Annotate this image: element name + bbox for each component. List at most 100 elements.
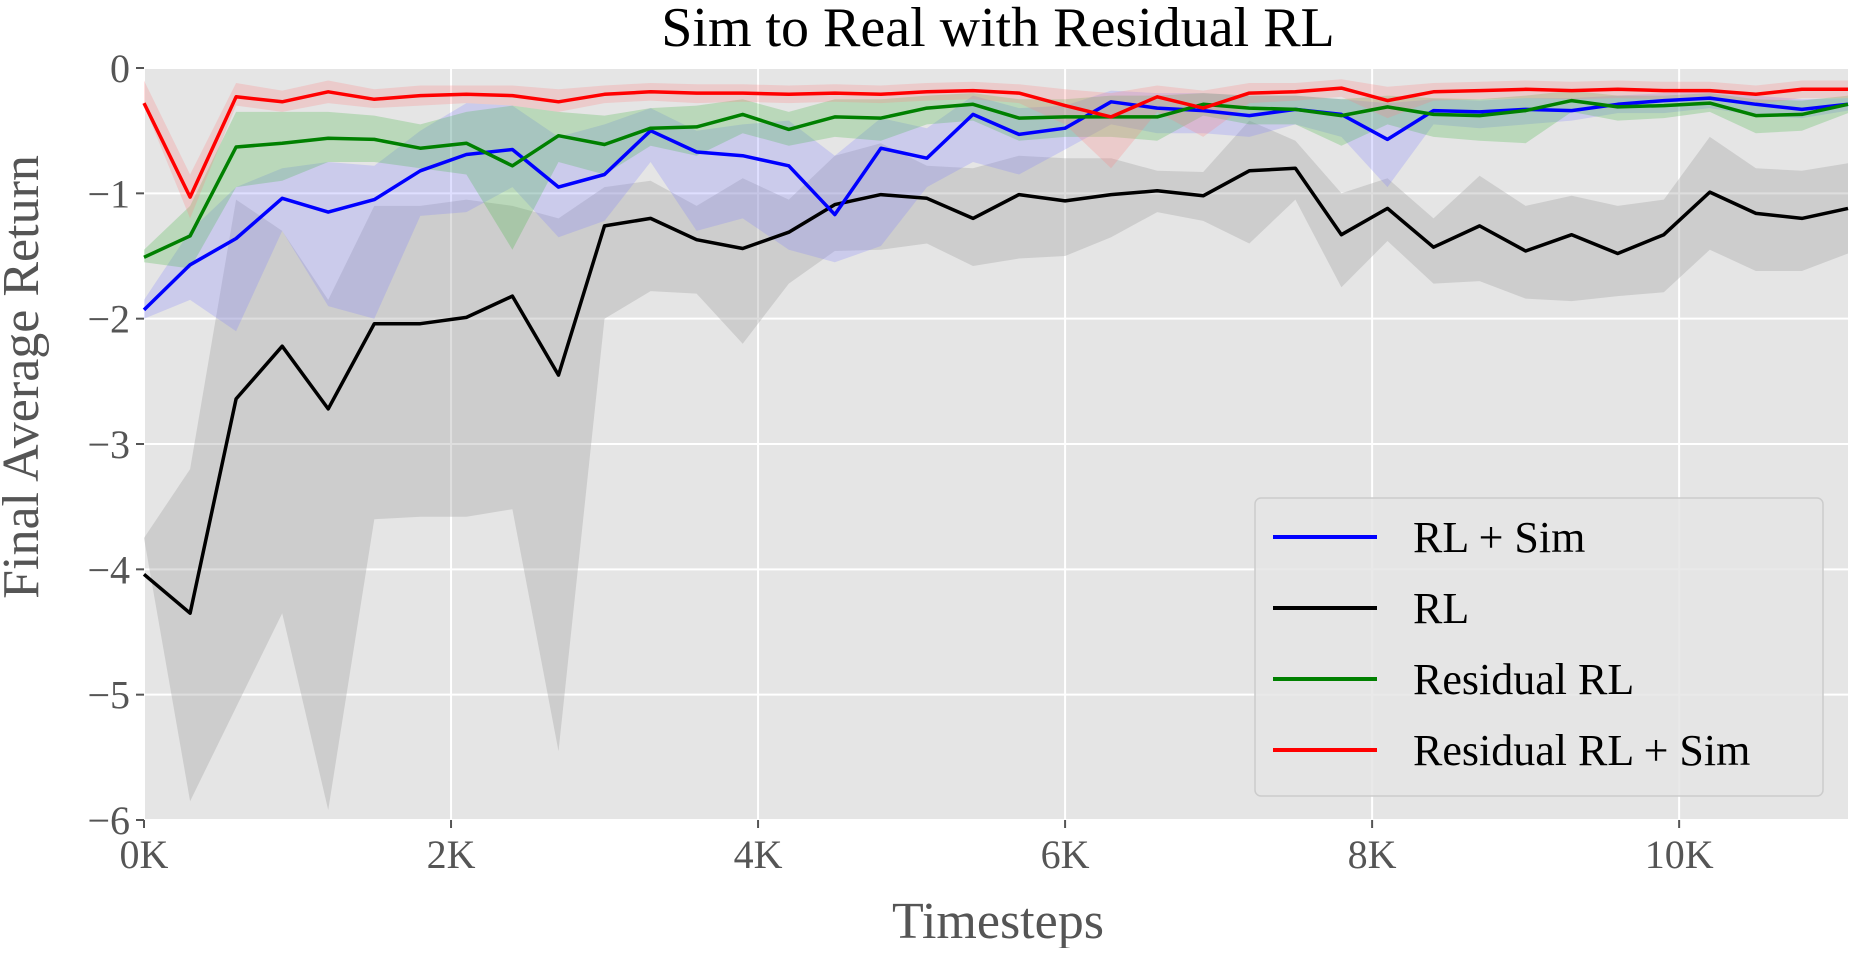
- point-rl-sim: [787, 164, 791, 168]
- point-residual-rl-sim: [1570, 89, 1574, 93]
- point-residual-rl: [1201, 102, 1205, 106]
- point-residual-rl-sim: [1339, 86, 1343, 90]
- point-rl-sim: [464, 153, 468, 157]
- point-residual-rl-sim: [142, 101, 146, 105]
- point-rl-sim: [741, 154, 745, 158]
- point-rl: [649, 216, 653, 220]
- point-rl: [1201, 194, 1205, 198]
- point-residual-rl-sim: [1754, 92, 1758, 96]
- point-rl-sim: [1662, 99, 1666, 103]
- point-rl: [188, 611, 192, 615]
- point-rl-sim: [1570, 109, 1574, 113]
- legend-label: RL: [1413, 584, 1469, 633]
- y-tick-label: −3: [87, 422, 130, 467]
- point-rl: [326, 407, 330, 411]
- point-rl-sim: [603, 173, 607, 177]
- point-residual-rl-sim: [1063, 104, 1067, 108]
- y-tick-label: −5: [87, 673, 130, 718]
- point-rl-sim: [510, 148, 514, 152]
- axis-ticks: 0K 2K 4K 6K 8K 10K 0 −1 −2 −3 −4 −5 −6: [87, 46, 1713, 877]
- point-residual-rl-sim: [1708, 89, 1712, 93]
- point-rl: [1386, 206, 1390, 210]
- point-rl-sim: [1155, 106, 1159, 110]
- series-line-residual-rl-sim: [142, 86, 1848, 199]
- point-residual-rl-sim: [879, 92, 883, 96]
- series-line-rl-sim: [142, 96, 1849, 312]
- point-residual-rl: [234, 145, 238, 149]
- point-rl: [925, 196, 929, 200]
- point-residual-rl-sim: [1846, 87, 1850, 91]
- x-tick-label: 6K: [1041, 832, 1090, 877]
- point-rl: [234, 397, 238, 401]
- point-rl: [741, 247, 745, 251]
- legend-label: Residual RL + Sim: [1413, 726, 1750, 775]
- point-residual-rl-sim: [787, 92, 791, 96]
- point-residual-rl: [1386, 105, 1390, 109]
- point-residual-rl-sim: [1017, 91, 1021, 95]
- point-rl-sim: [326, 210, 330, 214]
- legend-label: Residual RL: [1413, 655, 1634, 704]
- point-residual-rl: [603, 143, 607, 147]
- x-tick-label: 4K: [734, 832, 783, 877]
- point-rl: [142, 572, 146, 576]
- point-residual-rl-sim: [1293, 90, 1297, 94]
- point-rl: [1754, 211, 1758, 215]
- point-rl: [464, 315, 468, 319]
- y-tick-label: −6: [87, 798, 130, 843]
- point-residual-rl: [787, 127, 791, 131]
- x-axis-label: Timesteps: [892, 893, 1104, 948]
- point-residual-rl: [1063, 115, 1067, 119]
- legend: RL + Sim RL Residual RL Residual RL + Sim: [1254, 497, 1824, 797]
- point-residual-rl-sim: [372, 97, 376, 101]
- band-residual-rl: [144, 90, 1848, 269]
- band-rl: [144, 120, 1848, 811]
- point-residual-rl: [510, 164, 514, 168]
- point-rl: [1339, 233, 1343, 237]
- point-rl: [833, 203, 837, 207]
- point-residual-rl: [188, 234, 192, 238]
- point-rl-sim: [1386, 137, 1390, 141]
- point-residual-rl-sim: [1247, 91, 1251, 95]
- point-residual-rl-sim: [833, 91, 837, 95]
- point-residual-rl: [1017, 116, 1021, 120]
- band-rl-sim: [144, 90, 1848, 332]
- series-lines: [142, 86, 1850, 615]
- point-rl-sim: [372, 198, 376, 202]
- point-rl: [1017, 193, 1021, 197]
- point-residual-rl-sim: [1109, 115, 1113, 119]
- point-residual-rl: [649, 126, 653, 130]
- point-residual-rl: [925, 106, 929, 110]
- y-tick-label: 0: [110, 46, 130, 91]
- point-rl: [695, 238, 699, 242]
- point-rl-sim: [557, 185, 561, 189]
- point-rl: [418, 322, 422, 326]
- point-rl-sim: [1478, 110, 1482, 114]
- point-rl-sim: [925, 156, 929, 160]
- point-rl: [971, 216, 975, 220]
- x-tick-label: 2K: [427, 832, 476, 877]
- point-residual-rl: [1800, 112, 1804, 116]
- point-rl: [1800, 216, 1804, 220]
- point-rl: [1063, 199, 1067, 203]
- point-residual-rl-sim: [1478, 89, 1482, 93]
- point-residual-rl: [142, 255, 146, 259]
- point-rl: [557, 373, 561, 377]
- point-rl: [1478, 224, 1482, 228]
- point-rl-sim: [833, 213, 837, 217]
- point-rl: [1570, 233, 1574, 237]
- point-rl: [1708, 190, 1712, 194]
- series-line-residual-rl: [143, 98, 1849, 259]
- point-residual-rl-sim: [1201, 106, 1205, 110]
- point-rl: [510, 294, 514, 298]
- point-residual-rl: [695, 125, 699, 129]
- point-residual-rl-sim: [418, 94, 422, 98]
- point-rl: [787, 230, 791, 234]
- point-residual-rl-sim: [326, 90, 330, 94]
- point-residual-rl-sim: [1800, 87, 1804, 91]
- point-residual-rl: [557, 134, 561, 138]
- y-axis-label: Final Average Return: [0, 155, 50, 599]
- point-residual-rl: [833, 115, 837, 119]
- point-residual-rl: [464, 141, 468, 145]
- point-residual-rl: [1708, 101, 1712, 105]
